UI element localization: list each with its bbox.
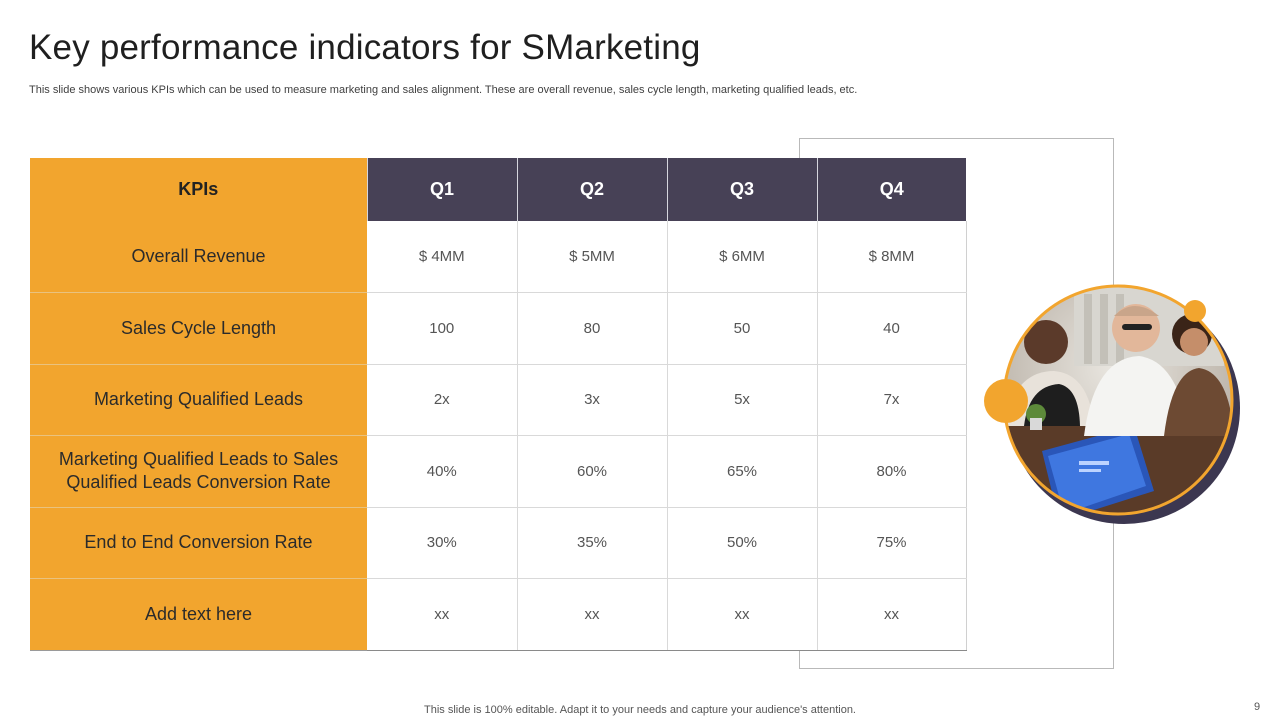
team-meeting-illustration [984,284,1240,524]
table-row: End to End Conversion Rate 30% 35% 50% 7… [30,507,967,579]
slide-subtitle: This slide shows various KPIs which can … [29,84,858,96]
orange-dot-small [1184,300,1206,322]
value-cell: $ 5MM [517,221,668,293]
value-cell: xx [367,578,518,651]
table-row: Overall Revenue $ 4MM $ 5MM $ 6MM $ 8MM [30,221,967,293]
slide-title: Key performance indicators for SMarketin… [29,28,701,67]
value-cell: 30% [367,507,518,579]
value-cell: $ 6MM [667,221,818,293]
value-cell: 75% [817,507,967,579]
value-cell: $ 4MM [367,221,518,293]
slide-footer: This slide is 100% editable. Adapt it to… [424,704,856,716]
kpi-name-cell: Add text here [30,578,367,651]
value-cell: 100 [367,292,518,365]
team-meeting-photo [984,276,1244,536]
kpi-table: KPIs Q1 Q2 Q3 Q4 Overall Revenue $ 4MM $… [30,158,967,651]
header-q4: Q4 [817,158,966,221]
value-cell: 50% [667,507,818,579]
value-cell: 40% [367,435,518,508]
kpi-name-cell: Overall Revenue [30,221,367,293]
value-cell: 50 [667,292,818,365]
photo-content [1004,286,1232,514]
value-cell: 3x [517,364,668,436]
header-q3: Q3 [667,158,818,221]
value-cell: 7x [817,364,967,436]
value-cell: xx [517,578,668,651]
kpi-name-cell: Marketing Qualified Leads to Sales Quali… [30,435,367,508]
header-kpis: KPIs [30,158,368,221]
value-cell: 40 [817,292,967,365]
kpi-name-cell: End to End Conversion Rate [30,507,367,579]
table-header-row: KPIs Q1 Q2 Q3 Q4 [30,158,966,221]
value-cell: 60% [517,435,668,508]
header-q2: Q2 [517,158,668,221]
value-cell: 35% [517,507,668,579]
orange-dot-large [984,379,1028,423]
value-cell: 2x [367,364,518,436]
kpi-name-cell: Sales Cycle Length [30,292,367,365]
value-cell: 5x [667,364,818,436]
page-number: 9 [1254,701,1261,713]
table-row: Marketing Qualified Leads 2x 3x 5x 7x [30,364,967,436]
value-cell: xx [667,578,818,651]
value-cell: 80 [517,292,668,365]
kpi-name-cell: Marketing Qualified Leads [30,364,367,436]
header-q1: Q1 [367,158,518,221]
table-row: Add text here xx xx xx xx [30,578,967,651]
value-cell: $ 8MM [817,221,967,293]
value-cell: 65% [667,435,818,508]
value-cell: 80% [817,435,967,508]
table-row: Sales Cycle Length 100 80 50 40 [30,292,967,365]
table-row: Marketing Qualified Leads to Sales Quali… [30,435,967,508]
value-cell: xx [817,578,967,651]
